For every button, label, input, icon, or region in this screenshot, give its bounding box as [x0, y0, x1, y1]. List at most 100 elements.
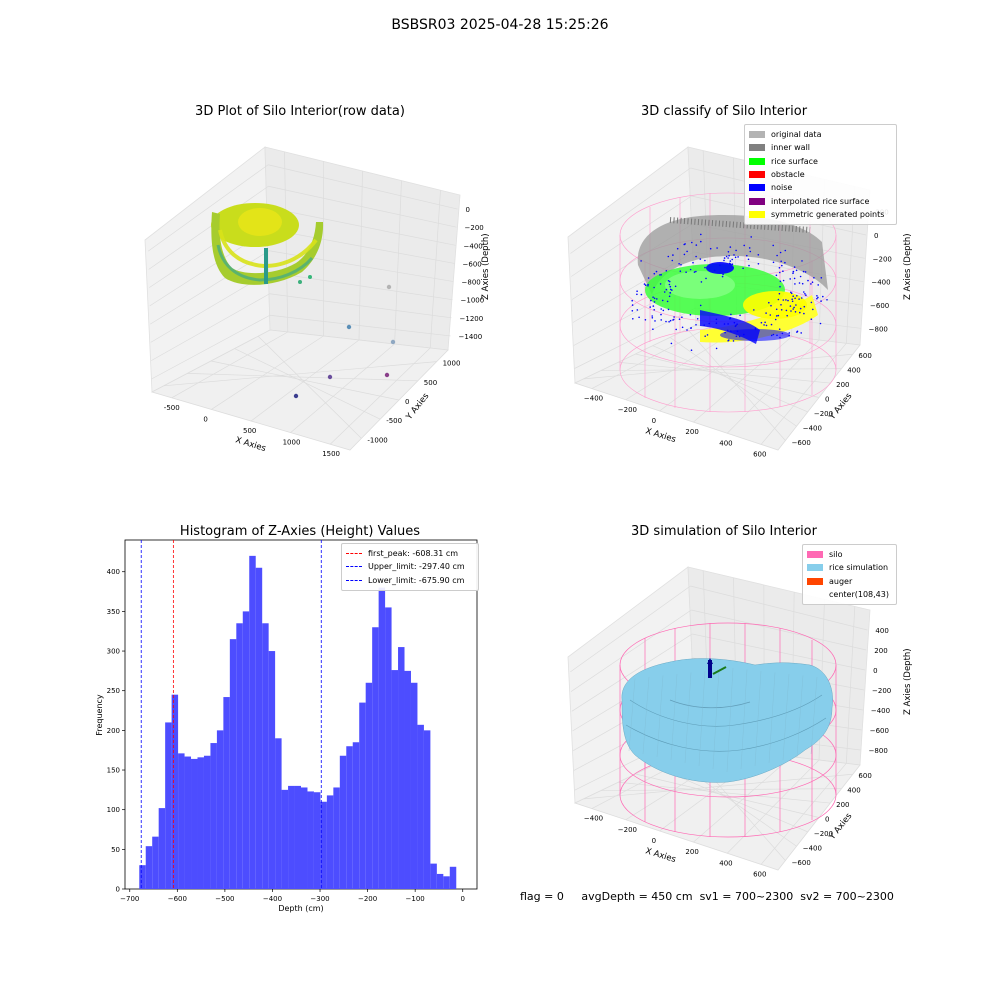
y-tick-label: −600 — [792, 439, 811, 447]
flag-text: flag = 0 — [520, 890, 564, 903]
noise-point — [794, 297, 796, 300]
noise-point — [681, 316, 683, 318]
noise-point — [692, 261, 694, 264]
noise-point — [705, 277, 707, 280]
noise-point — [693, 271, 696, 273]
x-tick-label: −500 — [215, 895, 234, 903]
z-tick-label: 200 — [874, 647, 887, 655]
y-tick-label: −200 — [814, 410, 833, 418]
histogram-bars — [139, 555, 457, 890]
noise-point — [777, 314, 780, 317]
noise-point — [689, 268, 692, 271]
y-tick-label: 150 — [107, 767, 120, 775]
noise-point — [817, 284, 819, 286]
legend-swatch — [807, 591, 823, 598]
noise-point — [728, 254, 730, 257]
noise-point — [713, 269, 716, 272]
legend-swatch — [749, 197, 765, 205]
noise-point — [703, 324, 705, 326]
noise-point — [763, 324, 765, 326]
noise-point — [790, 292, 793, 295]
point-cloud — [211, 203, 324, 285]
histogram-bar — [346, 746, 353, 889]
noise-point — [791, 298, 793, 300]
histogram-bar — [410, 682, 418, 889]
noise-point — [788, 334, 790, 337]
legend-item: Upper_limit: -297.40 cm — [346, 560, 474, 573]
noise-point — [700, 233, 702, 236]
histogram-bar — [365, 682, 373, 889]
noise-point — [665, 288, 668, 291]
histogram-bar — [203, 755, 211, 889]
noise-point — [794, 283, 796, 285]
x-axis-label: X Axies — [644, 846, 677, 865]
chart-title-raw: 3D Plot of Silo Interior(row data) — [195, 104, 405, 119]
histogram-bar — [249, 555, 256, 889]
x-tick-label: −400 — [584, 395, 603, 403]
noise-point — [699, 304, 702, 307]
histogram-bar — [197, 757, 204, 889]
noise-point — [816, 297, 818, 300]
noise-point — [798, 282, 801, 284]
histogram-bar — [417, 724, 424, 889]
tick-labels: -500 0 500 1000 1500 -1000 -500 0 500 1000 0 −200 −4… — [164, 206, 484, 458]
noise-point — [636, 293, 638, 296]
noise-point — [652, 296, 654, 298]
legend-item: symmetric generated points — [749, 208, 892, 221]
noise-point — [632, 318, 634, 320]
noise-point — [685, 271, 687, 273]
noise-point — [666, 300, 669, 303]
noise-point — [660, 313, 662, 316]
noise-point — [793, 306, 795, 309]
noise-point — [704, 335, 706, 337]
histogram-bar — [165, 722, 172, 889]
legend-item: Lower_limit: -675.90 cm — [346, 574, 474, 587]
noise-point — [684, 243, 686, 245]
noise-point — [660, 319, 662, 321]
x-tick-label: 0 — [203, 415, 207, 423]
x-tick-label: 1000 — [283, 439, 301, 447]
noise-point — [822, 295, 824, 298]
noise-point — [812, 308, 814, 311]
noise-point — [653, 309, 655, 311]
noise-point — [753, 309, 755, 311]
y-tick-label: 600 — [858, 772, 871, 780]
noise-point — [780, 304, 782, 306]
histogram-bar — [152, 836, 159, 889]
chart-simulation-3d: −400 −200 0 200 400 600 −600 −400 −200 0 200 400 600… — [567, 566, 913, 878]
noise-point — [779, 251, 782, 254]
noise-point — [800, 297, 803, 299]
tick-labels: −400 −200 0 200 400 600 −600 −400 −200 0 200 400 600… — [584, 209, 892, 459]
legend-item: rice simulation — [807, 561, 892, 574]
legend-simulation: silo rice simulation auger center(108,43… — [802, 544, 897, 606]
noise-point — [810, 318, 813, 320]
noise-point — [801, 260, 803, 262]
reference-lines — [140, 540, 322, 889]
legend-classify: original data inner wall rice surface ob… — [744, 124, 897, 226]
noise-point — [820, 300, 822, 302]
noise-point — [708, 322, 710, 325]
y-tick-label: 200 — [836, 381, 849, 389]
noise-point — [796, 295, 798, 297]
histogram-bar — [210, 743, 217, 889]
noise-point — [765, 324, 768, 327]
outlier-point — [390, 339, 396, 345]
x-tick-label: 500 — [243, 427, 256, 435]
legend-item: auger — [807, 575, 892, 588]
noise-point — [803, 305, 806, 308]
histogram-bar — [178, 753, 185, 889]
histogram-bar — [436, 873, 444, 889]
legend-item: interpolated rice surface — [749, 194, 892, 207]
noise-point — [696, 318, 699, 320]
noise-point — [782, 279, 785, 282]
noise-point — [732, 340, 735, 342]
noise-point — [775, 308, 778, 311]
histogram-bar — [313, 792, 321, 889]
chart-raw-3d: -500 0 500 1000 1500 -1000 -500 0 500 1000 0 −200 −4… — [144, 146, 491, 458]
histogram-bar — [385, 607, 392, 889]
noise-point — [669, 285, 672, 288]
noise-point — [674, 285, 677, 288]
noise-point — [730, 313, 732, 316]
noise-point — [653, 301, 656, 303]
noise-point — [736, 330, 739, 333]
